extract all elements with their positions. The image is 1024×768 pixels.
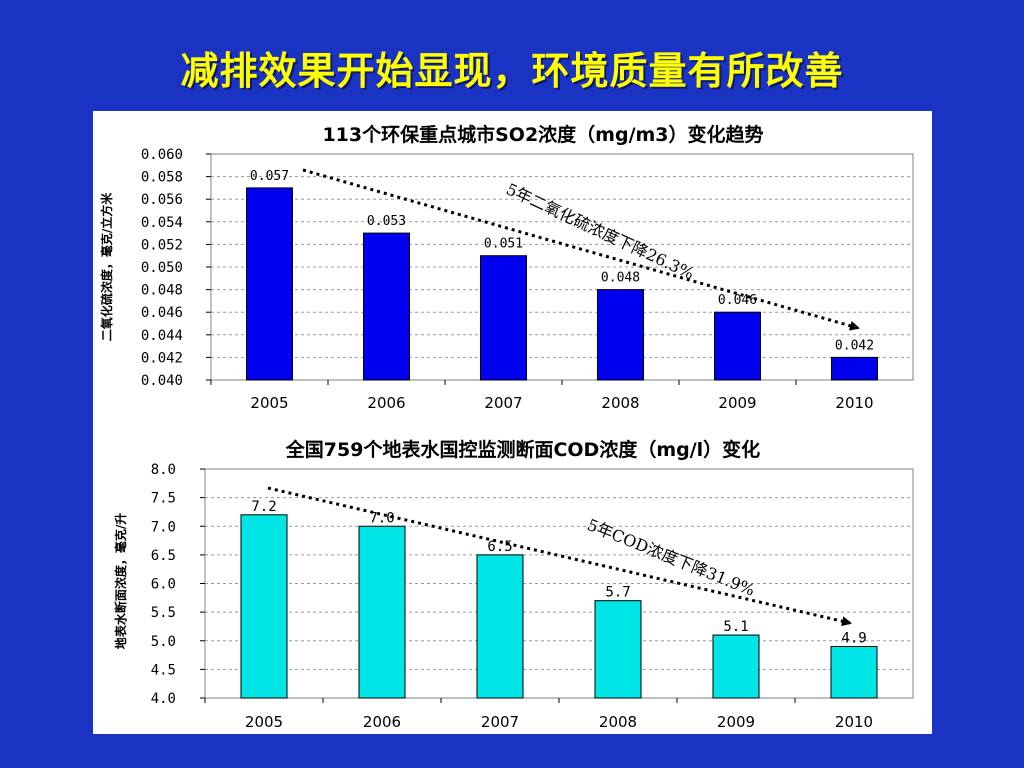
so2-y-tick-label: 0.054 [141,215,183,231]
so2-category-label: 2007 [484,394,522,412]
so2-value-label: 0.046 [718,293,757,308]
cod-y-tick-label: 4.5 [151,662,176,678]
so2-bar [597,289,644,381]
so2-value-label: 0.057 [250,169,289,184]
so2-y-tick-label: 0.040 [141,373,183,389]
cod-bar [476,554,524,699]
cod-bar [594,600,642,699]
so2-value-label: 0.053 [367,214,406,229]
so2-y-tick-label: 0.044 [141,328,183,344]
cod-value-label: 7.0 [369,510,394,526]
so2-y-tick-label: 0.042 [141,350,183,366]
cod-category-label: 2008 [599,713,637,731]
cod-value-label: 5.7 [605,585,630,601]
cod-y-tick-label: 6.5 [151,548,176,564]
cod-y-tick-label: 6.0 [151,577,176,593]
so2-value-label: 0.048 [601,271,640,286]
cod-chart: 全国759个地表水国控监测断面COD浓度（mg/l）变化 4.0 4.5 5.0 5.5… [113,438,914,731]
so2-category-label: 2010 [835,394,873,412]
so2-y-tick-label: 0.052 [141,237,183,253]
cod-y-axis-label: 地表水断面浓度，毫克/升 [113,513,128,649]
so2-category-label: 2009 [718,394,756,412]
so2-y-tick-label: 0.058 [141,170,183,186]
so2-value-label: 0.042 [835,338,874,353]
cod-y-tick-label: 4.0 [151,691,176,707]
cod-category-label: 2006 [363,713,401,731]
cod-chart-title: 全国759个地表水国控监测断面COD浓度（mg/l）变化 [285,438,760,461]
so2-category-label: 2008 [601,394,639,412]
cod-y-tick-label: 8.0 [151,462,176,478]
so2-y-tick-label: 0.060 [141,147,183,163]
cod-value-label: 4.9 [841,630,866,646]
so2-bar [246,187,293,381]
cod-trend-arrow [267,486,852,627]
cod-category-label: 2007 [481,713,519,731]
so2-bar [363,232,410,381]
slide-title: 减排效果开始显现，环境质量有所改善 [180,49,844,93]
cod-bar [358,525,406,699]
so2-category-label: 2005 [250,394,288,412]
cod-category-label: 2009 [717,713,755,731]
cod-category-label: 2005 [245,713,283,731]
so2-y-tick-label: 0.050 [141,260,183,276]
cod-y-tick-label: 5.5 [151,605,176,621]
charts-canvas: 113个环保重点城市SO2浓度（mg/m3）变化趋势 0.040 0.042 0.04… [99,123,914,731]
cod-y-tick-label: 5.0 [151,634,176,650]
chart-panel: 113个环保重点城市SO2浓度（mg/m3）变化趋势 0.040 0.042 0.04… [93,111,932,734]
cod-value-label: 7.2 [251,499,276,515]
so2-bar [480,255,527,381]
so2-y-tick-label: 0.048 [141,283,183,299]
so2-bar [831,356,878,381]
cod-value-label: 6.5 [487,539,512,555]
cod-y-tick-label: 7.0 [151,519,176,535]
so2-y-tick-label: 0.046 [141,305,183,321]
cod-category-label: 2010 [835,713,873,731]
so2-value-label: 0.051 [484,237,523,252]
so2-trend-arrow [302,168,860,331]
cod-bar [830,645,878,699]
cod-y-tick-label: 7.5 [151,491,176,507]
so2-chart: 113个环保重点城市SO2浓度（mg/m3）变化趋势 0.040 0.042 0.04… [99,123,914,412]
so2-category-label: 2006 [367,394,405,412]
so2-y-axis-label: 二氧化硫浓度，毫克/立方米 [99,192,114,341]
cod-value-label: 5.1 [723,619,748,635]
so2-bar [714,311,761,381]
cod-bar [712,634,760,699]
cod-bar [240,514,288,699]
so2-y-tick-label: 0.056 [141,192,183,208]
so2-chart-title: 113个环保重点城市SO2浓度（mg/m3）变化趋势 [322,123,763,146]
